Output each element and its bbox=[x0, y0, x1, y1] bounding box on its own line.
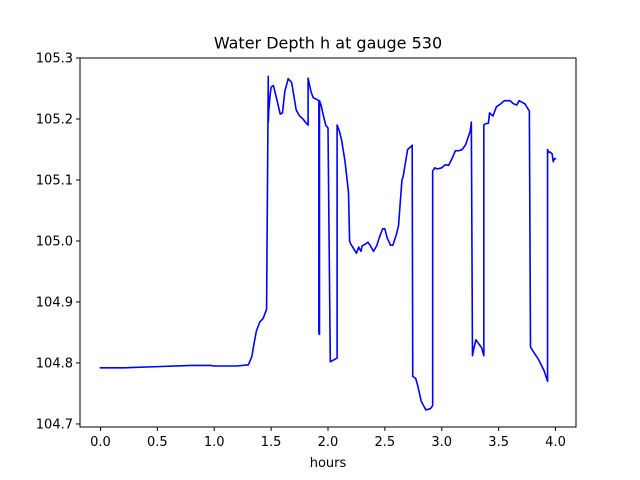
x-tick-label: 3.5 bbox=[488, 435, 509, 450]
x-axis-label: hours bbox=[310, 456, 347, 471]
y-tick-label: 104.7 bbox=[36, 417, 73, 432]
series-line-0 bbox=[99, 75, 557, 411]
y-tick-label: 105.2 bbox=[36, 112, 73, 127]
x-tick-label: 4.0 bbox=[545, 435, 566, 450]
data-layer bbox=[99, 75, 557, 411]
x-tick-label: 0.0 bbox=[90, 435, 111, 450]
y-tick-label: 105.0 bbox=[36, 234, 73, 249]
x-tick-label: 1.0 bbox=[204, 435, 225, 450]
y-tick-label: 104.9 bbox=[36, 295, 73, 310]
chart-title: Water Depth h at gauge 530 bbox=[214, 34, 442, 53]
x-tick-label: 2.5 bbox=[375, 435, 396, 450]
plot-frame bbox=[79, 57, 577, 428]
x-tick-label: 0.5 bbox=[147, 435, 168, 450]
y-tick-label: 104.8 bbox=[36, 356, 73, 371]
x-tick-label: 2.0 bbox=[318, 435, 339, 450]
x-tick-label: 1.5 bbox=[261, 435, 282, 450]
tick-layer: 0.0 0.5 1.0 1.5 2.0 2.5 3.0 3.5 4.0 104.7 104.8 104… bbox=[36, 52, 566, 451]
y-tick-label: 105.3 bbox=[36, 52, 73, 67]
y-tick-label: 105.1 bbox=[36, 173, 73, 188]
plot-area bbox=[80, 58, 576, 427]
x-tick-label: 3.0 bbox=[431, 435, 452, 450]
